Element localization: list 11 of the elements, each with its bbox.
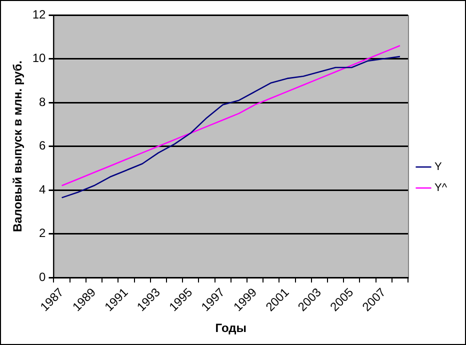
y-tick-label: 2	[39, 226, 46, 240]
x-axis-title: Годы	[215, 321, 246, 336]
y-axis-title: Валовый выпуск в млн. руб.	[10, 60, 25, 232]
y-tick-label: 6	[39, 138, 46, 153]
y-tick-label: 10	[32, 51, 46, 66]
y-tick-label: 4	[39, 182, 46, 196]
y-tick-label: 12	[32, 7, 46, 22]
y-tick-label: 8	[39, 94, 46, 109]
legend-label: Y	[434, 161, 442, 174]
legend-label: Y^	[434, 182, 448, 194]
y-tick-label: 0	[39, 270, 46, 284]
